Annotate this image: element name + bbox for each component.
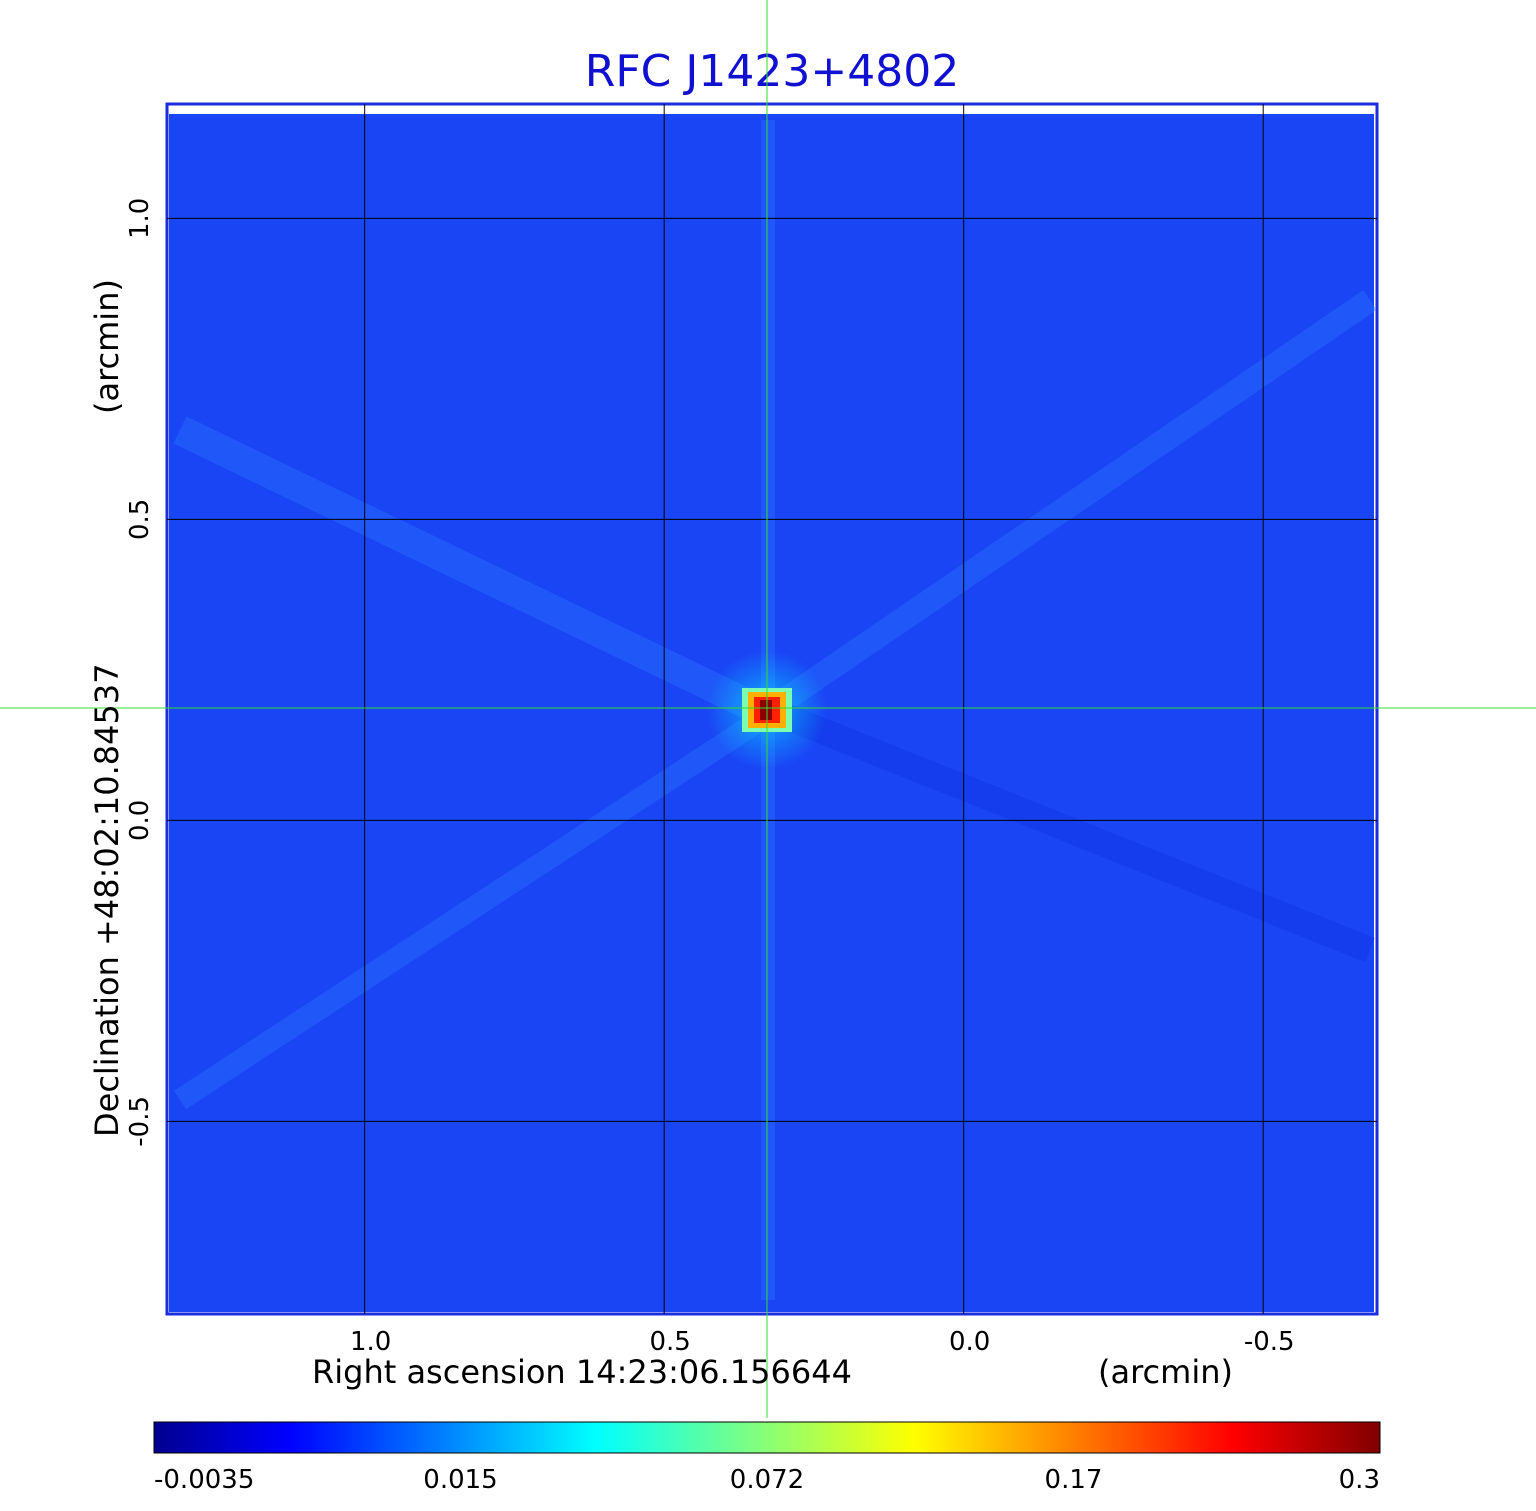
colorbar-tick-label: 0.072 — [730, 1465, 804, 1495]
grid-lines — [167, 104, 1377, 1314]
x-tick-labels: 1.0 0.5 0.0 -0.5 — [350, 1327, 1295, 1357]
x-tick-label: 0.0 — [949, 1327, 990, 1357]
colorbar-tick-label: 0.015 — [423, 1465, 497, 1495]
y-tick-label: 0.5 — [125, 499, 155, 540]
x-axis-unit: (arcmin) — [1098, 1353, 1233, 1391]
y-tick-label: 0.0 — [125, 800, 155, 841]
y-tick-label: -0.5 — [125, 1096, 155, 1147]
colorbar — [153, 1421, 1381, 1454]
chart-title: RFC J1423+4802 — [585, 46, 959, 97]
y-tick-label: 1.0 — [125, 198, 155, 239]
x-axis-label: Right ascension 14:23:06.156644 — [312, 1353, 852, 1391]
x-tick-label: -0.5 — [1244, 1327, 1295, 1357]
y-tick-labels: 1.0 0.5 0.0 -0.5 — [125, 198, 155, 1147]
colorbar-tick-labels: -0.0035 0.015 0.072 0.17 0.3 — [154, 1465, 1380, 1495]
x-tick-label: 0.5 — [649, 1327, 690, 1357]
y-axis-label: Declination +48:02:10.84537 — [88, 663, 126, 1137]
crosshair — [0, 0, 1536, 1418]
x-tick-label: 1.0 — [350, 1327, 391, 1357]
y-axis-unit: (arcmin) — [88, 279, 126, 414]
colorbar-tick-label: 0.17 — [1045, 1465, 1103, 1495]
colorbar-tick-label: -0.0035 — [154, 1465, 254, 1495]
colorbar-tick-label: 0.3 — [1339, 1465, 1380, 1495]
